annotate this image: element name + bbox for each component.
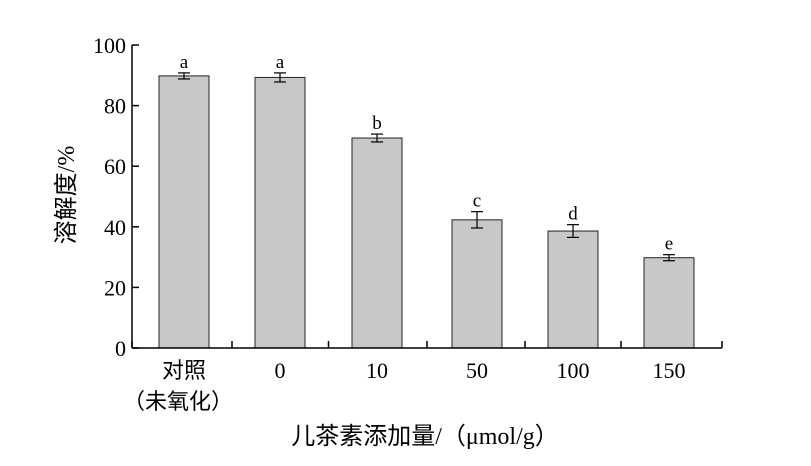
significance-label-5: e [665,234,673,255]
x-tick-label-0-sub: （未氧化） [123,389,233,414]
y-tick-label-0: 0 [115,336,126,361]
significance-label-2: b [372,113,382,134]
significance-label-4: d [568,204,578,225]
y-tick-label-1: 20 [104,275,126,300]
significance-label-3: c [473,191,481,212]
y-tick-label-3: 60 [104,154,126,179]
error-bar-4 [567,224,579,239]
y-axis-title: 溶解度/% [53,146,80,245]
error-bar-2 [371,133,383,143]
y-tick-label-5: 100 [93,33,126,58]
error-bar-1 [274,72,286,83]
x-axis-title: 儿茶素添加量/（μmol/g） [291,423,559,450]
x-tick-label-5: 150 [653,358,686,383]
x-tick-label-1: 0 [275,358,286,383]
bar-0 [158,75,210,349]
bar-3 [451,219,503,349]
y-ticks-group: 0 20 40 60 80 100 [93,33,139,361]
x-tick-label-3: 50 [466,358,488,383]
bar-4 [547,230,599,349]
error-bar-3 [471,211,483,229]
error-bar-5 [663,254,675,262]
bar-5 [643,257,695,349]
y-tick-label-2: 40 [104,215,126,240]
significance-labels-group: a a b c d e [180,52,673,255]
significance-label-0: a [180,52,189,73]
x-tick-label-0: 对照 [162,358,206,383]
error-bar-0 [178,72,190,80]
y-tick-label-4: 80 [104,94,126,119]
axes-group [131,45,722,349]
x-tick-label-2: 10 [366,358,388,383]
x-ticks-group: 对照 （未氧化） 0 10 50 100 150 [123,341,723,414]
bar-1 [254,76,306,349]
bars-group [158,75,695,349]
error-bars-group [178,72,675,262]
bar-2 [351,137,403,349]
x-tick-label-4: 100 [557,358,590,383]
significance-label-1: a [276,52,285,73]
